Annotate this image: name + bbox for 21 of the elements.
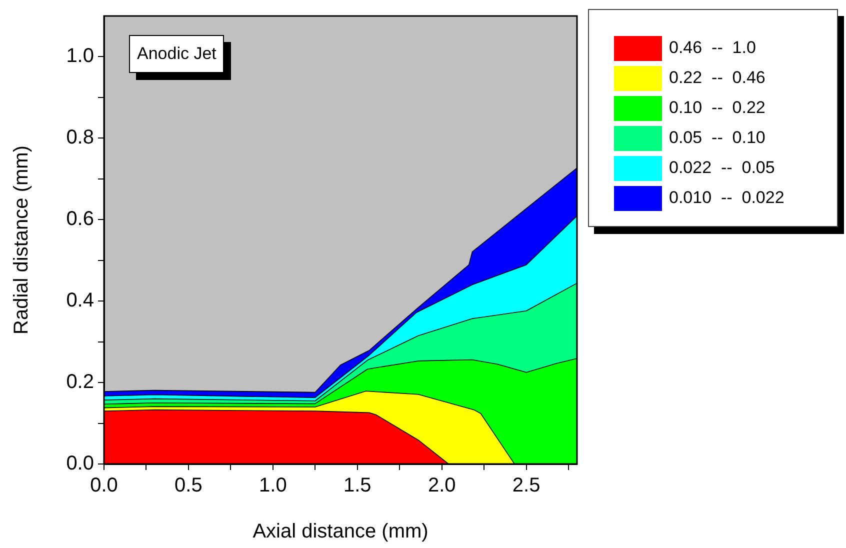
y-axis-title: Radial distance (mm): [10, 146, 33, 334]
legend-label: 0.05 -- 0.10: [669, 128, 766, 148]
legend-label: 0.010 -- 0.022: [669, 188, 784, 208]
x-tick-label: 0.5: [174, 474, 202, 497]
legend-label: 0.10 -- 0.22: [669, 98, 766, 118]
legend-label: 0.46 -- 1.0: [669, 38, 756, 58]
x-tick-label: 2.0: [428, 474, 456, 497]
annotation: Anodic Jet: [129, 35, 224, 73]
y-tick-label: 0.6: [66, 208, 94, 230]
y-tick-label: 0.4: [66, 290, 94, 312]
legend-label: 0.22 -- 0.46: [669, 68, 766, 88]
x-tick-label: 1.0: [259, 474, 287, 497]
y-tick-label: 0.2: [66, 371, 94, 394]
y-tick-label: 1.0: [66, 45, 94, 68]
x-tick-label: 1.5: [343, 474, 372, 497]
x-axis-title: Axial distance (mm): [252, 520, 428, 543]
x-tick-label: 2.5: [512, 474, 540, 497]
x-tick-label: 0.0: [90, 474, 118, 497]
legend-label: 0.022 -- 0.05: [669, 158, 775, 178]
y-tick-label: 0.0: [66, 452, 94, 475]
y-tick-label: 0.8: [66, 126, 94, 149]
